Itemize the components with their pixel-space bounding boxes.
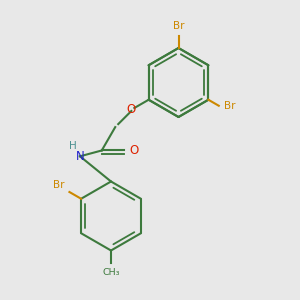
Text: Br: Br: [173, 21, 184, 31]
Text: H: H: [69, 141, 76, 151]
Text: N: N: [76, 150, 84, 163]
Text: O: O: [127, 103, 136, 116]
Text: CH₃: CH₃: [102, 268, 120, 277]
Text: Br: Br: [224, 101, 236, 111]
Text: O: O: [130, 144, 139, 157]
Text: Br: Br: [53, 181, 65, 190]
